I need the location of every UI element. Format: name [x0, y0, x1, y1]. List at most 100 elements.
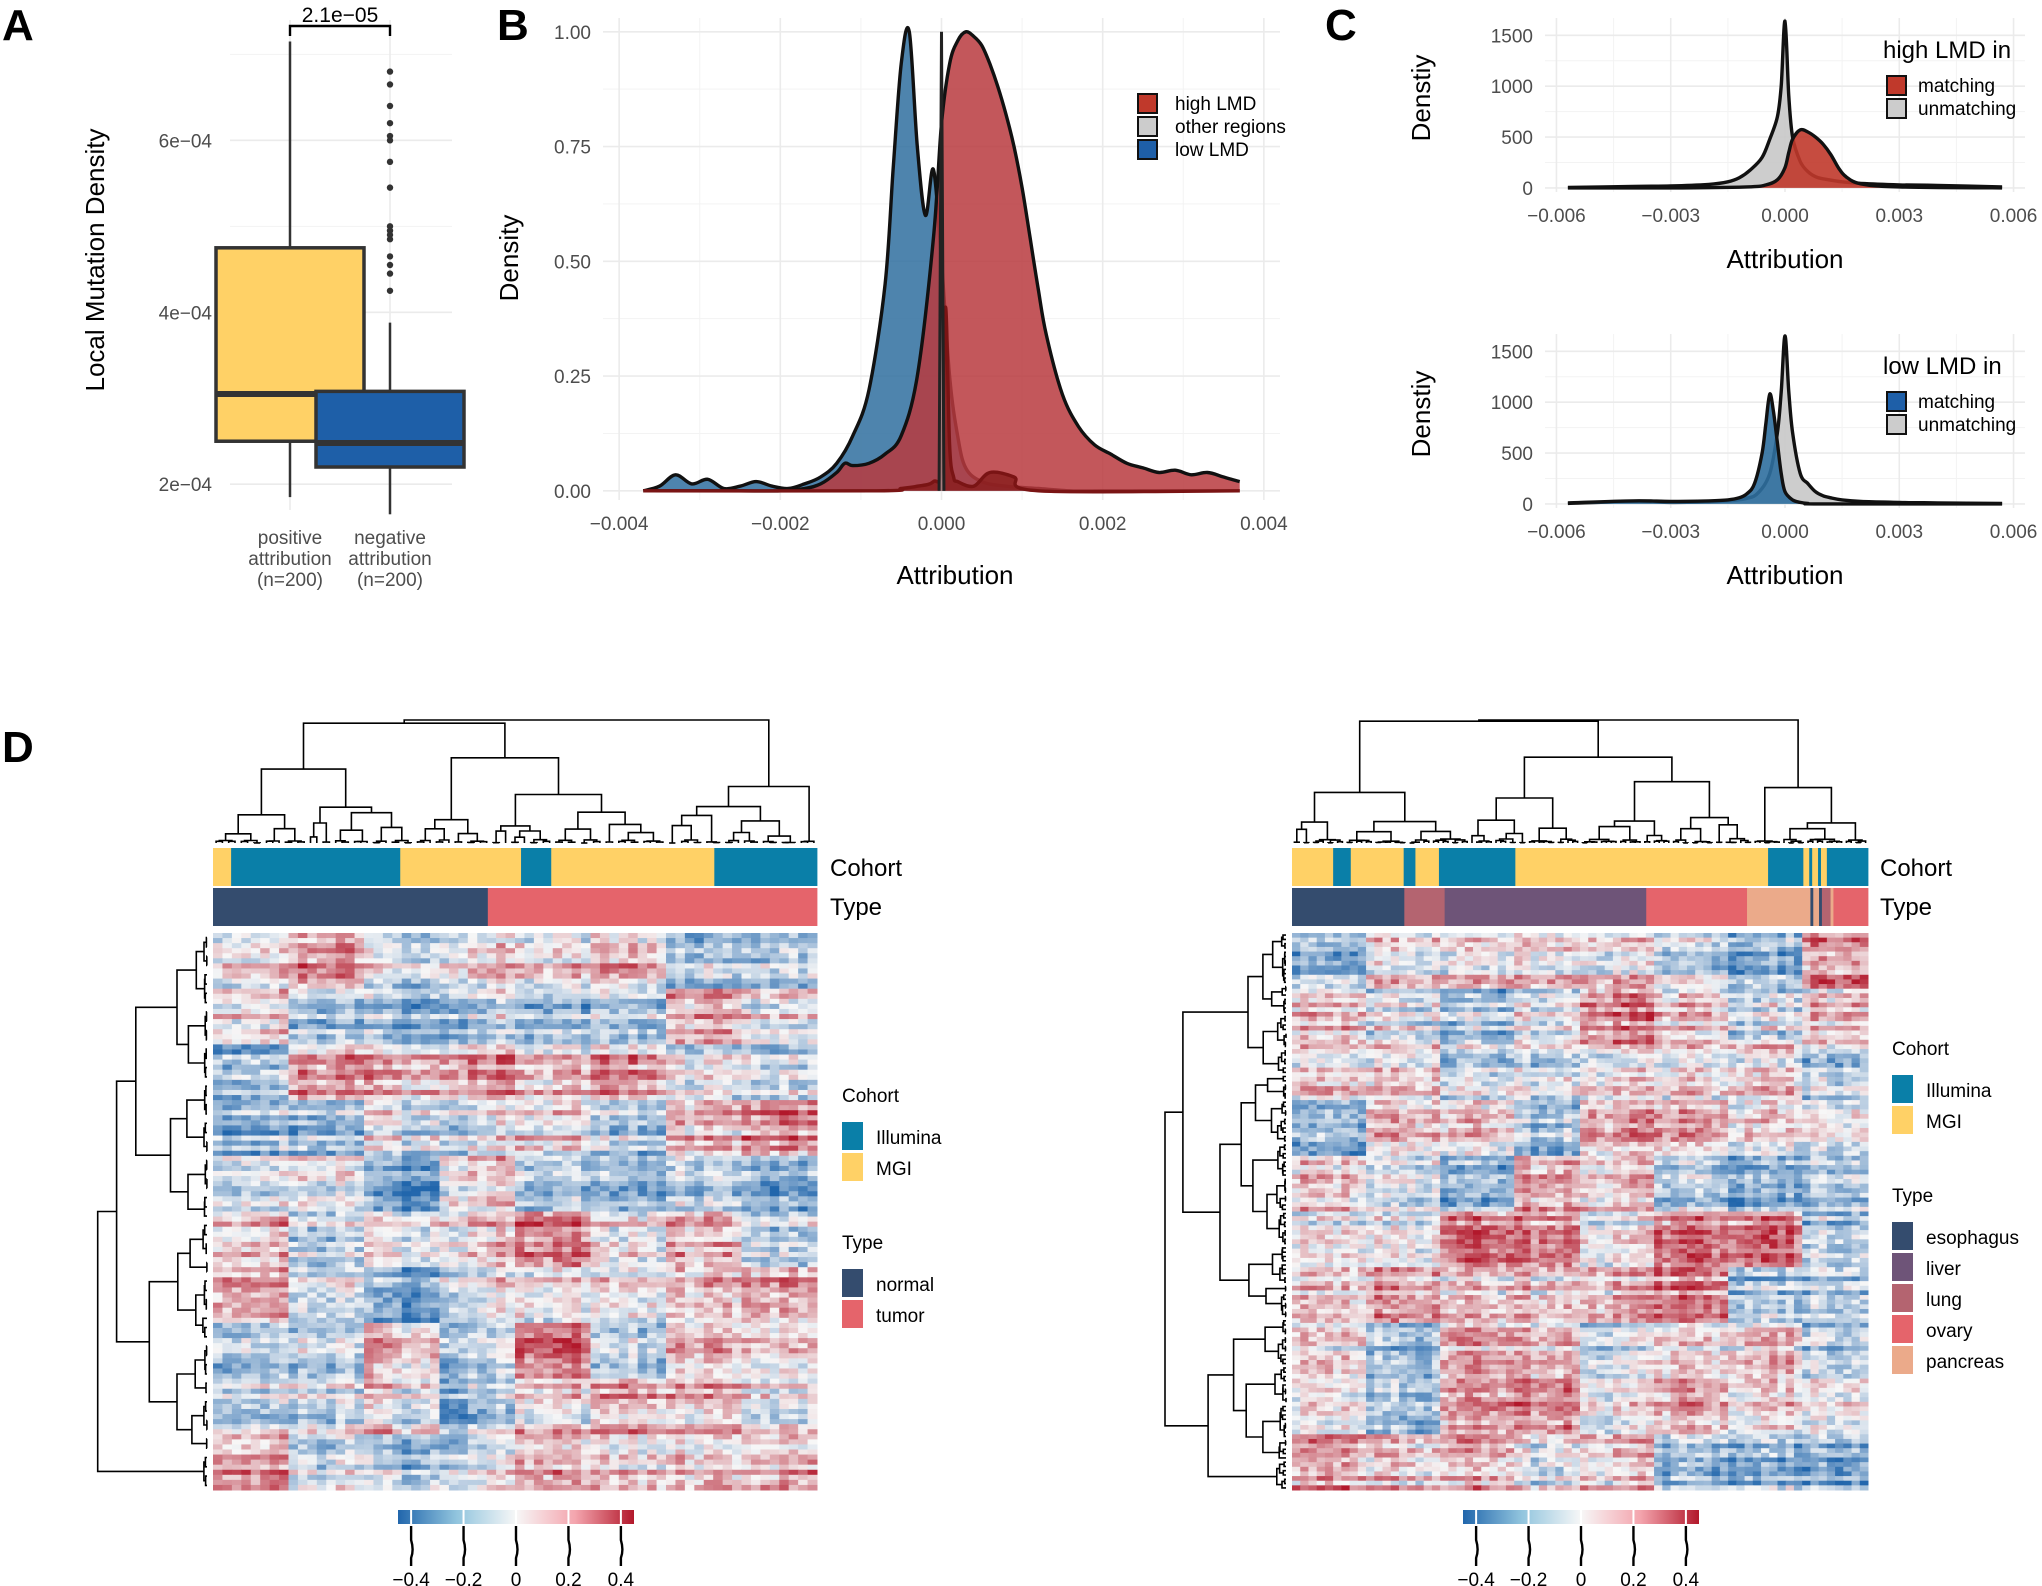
heatmap-cell [703, 1115, 714, 1121]
heatmap-cell [373, 1145, 384, 1152]
heatmap-cell [647, 1064, 658, 1071]
heatmap-cell [732, 1241, 742, 1248]
heatmap-cell [732, 1079, 742, 1086]
heatmap-cell [364, 1110, 374, 1116]
heatmap-cell [477, 1100, 488, 1106]
heatmap-cell [335, 1064, 346, 1071]
heatmap-cell [260, 1095, 271, 1101]
heatmap-cell [486, 968, 497, 975]
heatmap-cell [694, 938, 705, 944]
heatmap-cell [515, 1014, 525, 1020]
heatmap-cell [477, 953, 488, 959]
heatmap-cell [515, 1069, 525, 1076]
heatmap-cell [486, 963, 497, 969]
heatmap-cell [411, 1277, 422, 1283]
heatmap-cell [543, 1089, 554, 1096]
heatmap-cell [524, 1186, 535, 1192]
heatmap-cell [675, 1110, 686, 1116]
heatmap-cell [515, 963, 525, 969]
heatmap-cell [326, 1089, 337, 1096]
heatmap-cell [430, 1191, 440, 1197]
heatmap-cell [439, 1231, 450, 1238]
heatmap-cell [779, 1196, 790, 1202]
heatmap-cell [448, 1216, 459, 1223]
heatmap-cell [750, 1100, 761, 1106]
heatmap-cell [401, 1160, 412, 1167]
heatmap-cell [524, 953, 535, 959]
heatmap-cell [524, 1282, 535, 1288]
heatmap-cell [279, 1216, 289, 1223]
heatmap-cell [779, 1170, 790, 1177]
heatmap-cell [467, 1196, 478, 1202]
heatmap-cell [543, 988, 554, 995]
heatmap-cell [411, 988, 422, 995]
heatmap-cell [241, 1257, 252, 1263]
heatmap-cell [656, 1236, 667, 1243]
heatmap-cell [411, 1257, 422, 1263]
heatmap-cell [279, 958, 289, 964]
heatmap-cell [750, 1287, 761, 1294]
heatmap-cell [684, 1024, 695, 1030]
heatmap-cell [486, 1211, 497, 1218]
dendrogram-branch [339, 829, 364, 842]
heatmap-cell [760, 1160, 771, 1167]
heatmap-cell [656, 1039, 667, 1045]
heatmap-cell [788, 1282, 799, 1288]
heatmap-cell [798, 1231, 809, 1238]
heatmap-cell [288, 1029, 299, 1035]
heatmap-cell [448, 1297, 459, 1304]
heatmap-cell [448, 1079, 459, 1086]
heatmap-cell [684, 1241, 695, 1248]
dendrogram-branch [391, 841, 400, 843]
heatmap-cell [288, 1160, 299, 1167]
heatmap-cell [760, 1095, 771, 1101]
heatmap-cell [231, 1034, 242, 1040]
heatmap-cell [656, 1155, 667, 1162]
heatmap-cell [467, 1064, 478, 1071]
heatmap-cell [779, 1282, 790, 1288]
heatmap-cell [420, 1115, 431, 1121]
heatmap-cell [326, 948, 337, 954]
heatmap-cell [769, 1014, 780, 1020]
heatmap-cell [401, 1014, 412, 1020]
heatmap-cell [269, 1211, 280, 1218]
heatmap-cell [637, 1125, 648, 1131]
heatmap-cell [401, 1221, 412, 1228]
heatmap-cell [316, 983, 327, 990]
heatmap-cell [760, 1140, 771, 1147]
heatmap-cell [571, 1024, 582, 1030]
heatmap-cell [354, 1014, 365, 1020]
heatmap-cell [430, 998, 440, 1005]
heatmap-cell [590, 1064, 601, 1071]
heatmap-cell [458, 1252, 469, 1258]
heatmap-cell [222, 998, 233, 1005]
heatmap-cell [260, 1201, 271, 1207]
heatmap-cell [316, 1115, 327, 1121]
heatmap-cell [703, 1196, 714, 1202]
heatmap-cell [222, 1140, 233, 1147]
heatmap-cell [496, 1206, 507, 1212]
heatmap-cell [656, 1024, 667, 1030]
heatmap-cell [505, 1221, 516, 1228]
heatmap-cell [307, 1176, 318, 1182]
heatmap-cell [505, 933, 516, 939]
heatmap-cell [581, 1049, 591, 1056]
heatmap-cell [279, 1297, 289, 1304]
heatmap-cell [486, 1150, 497, 1157]
heatmap-cell [524, 1287, 535, 1294]
heatmap-cell [213, 983, 223, 990]
heatmap-cell [788, 1267, 799, 1273]
heatmap-cell [269, 1105, 280, 1111]
heatmap-cell [477, 1029, 488, 1035]
heatmap-cell [354, 1100, 365, 1106]
heatmap-cell [373, 1267, 384, 1273]
heatmap-cell [345, 978, 356, 985]
heatmap-cell [448, 1029, 459, 1035]
heatmap-cell [788, 1231, 799, 1238]
heatmap-cell [288, 1014, 299, 1020]
heatmap-cell [486, 933, 497, 939]
heatmap-cell [250, 998, 261, 1005]
heatmap-cell [666, 1191, 676, 1197]
heatmap-cell [354, 953, 365, 959]
heatmap-cell [618, 1201, 629, 1207]
